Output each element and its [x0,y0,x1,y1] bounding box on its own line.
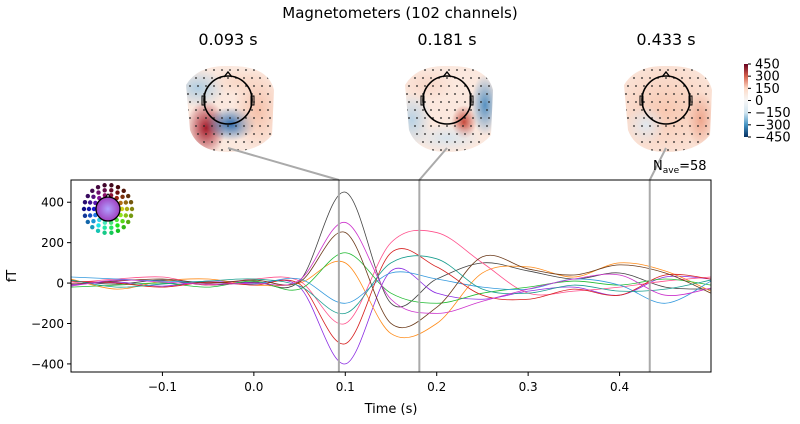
colorbar-tick-label: −300 [755,118,791,133]
y-tick-label: 0 [56,277,64,291]
x-tick-label: −0.1 [148,380,177,394]
nave-value: =58 [679,159,706,174]
topomap-1: 0.181 s [405,30,493,152]
left-ear [201,95,206,106]
butterfly-axes: −0.1 0.0 0.1 0.2 0.3 0.4 400 200 0 −200 −400 [31,179,712,394]
topomap-0: 0.093 s [186,30,274,152]
nose-icon [442,70,452,78]
x-tick-label: 0.1 [336,380,355,394]
time-connectors [227,147,667,181]
axes-frame [70,179,712,373]
nave-annotation: Nave=58 [653,159,707,176]
right-ear [469,95,474,106]
topomap-2: 0.433 s [624,30,712,152]
channel-trace-6 [71,248,711,345]
nave-n: N [653,159,663,174]
topomap-connector-1 [418,147,448,181]
x-tick-label: 0.0 [244,380,263,394]
right-ear [250,95,255,106]
channel-trace-9 [71,222,711,314]
colorbar-tick-label: −150 [755,106,791,121]
nave-subscript: ave [663,166,680,176]
topomap-connector-2 [648,147,667,181]
topomap-connector-0 [227,147,340,181]
colorbar-tick-label: 150 [755,82,780,97]
channel-trace-5 [71,271,711,304]
x-axis-label: Time (s) [364,402,418,417]
colorbar-tick-label: −450 [755,131,791,146]
colorbar-tick-label: 300 [755,70,780,85]
y-tick-label: −400 [31,357,64,371]
x-tick-label: 0.4 [610,380,629,394]
y-tick-label: 200 [41,236,64,250]
channel-trace-4 [71,252,711,304]
colorbar-tick-label: 0 [755,94,763,109]
head-outline [422,75,472,125]
nose-icon [223,70,233,78]
topomap-time-label: 0.433 s [636,30,695,49]
head-outline [641,75,691,125]
x-tick-label: 0.2 [427,380,446,394]
topomap-time-label: 0.093 s [198,30,257,49]
y-tick-label: −200 [31,317,64,331]
left-ear [420,95,425,106]
colorbar-tick-label: 450 [755,58,780,73]
topomaps: 0.093 s 0.181 s 0.433 s [186,30,712,152]
nose-icon [661,70,671,78]
sensor-color-legend [81,183,135,235]
right-ear [688,95,693,106]
figure-title: Magnetometers (102 channels) [282,4,517,22]
channel-trace-7 [71,231,711,329]
channel-trace-1 [71,268,711,365]
x-tick-label: 0.3 [519,380,538,394]
topomap-time-label: 0.181 s [417,30,476,49]
y-tick-label: 400 [41,196,64,210]
y-axis-label: fT [5,270,20,283]
colorbar-gradient [744,64,748,137]
head-outline [203,75,253,125]
left-ear [639,95,644,106]
